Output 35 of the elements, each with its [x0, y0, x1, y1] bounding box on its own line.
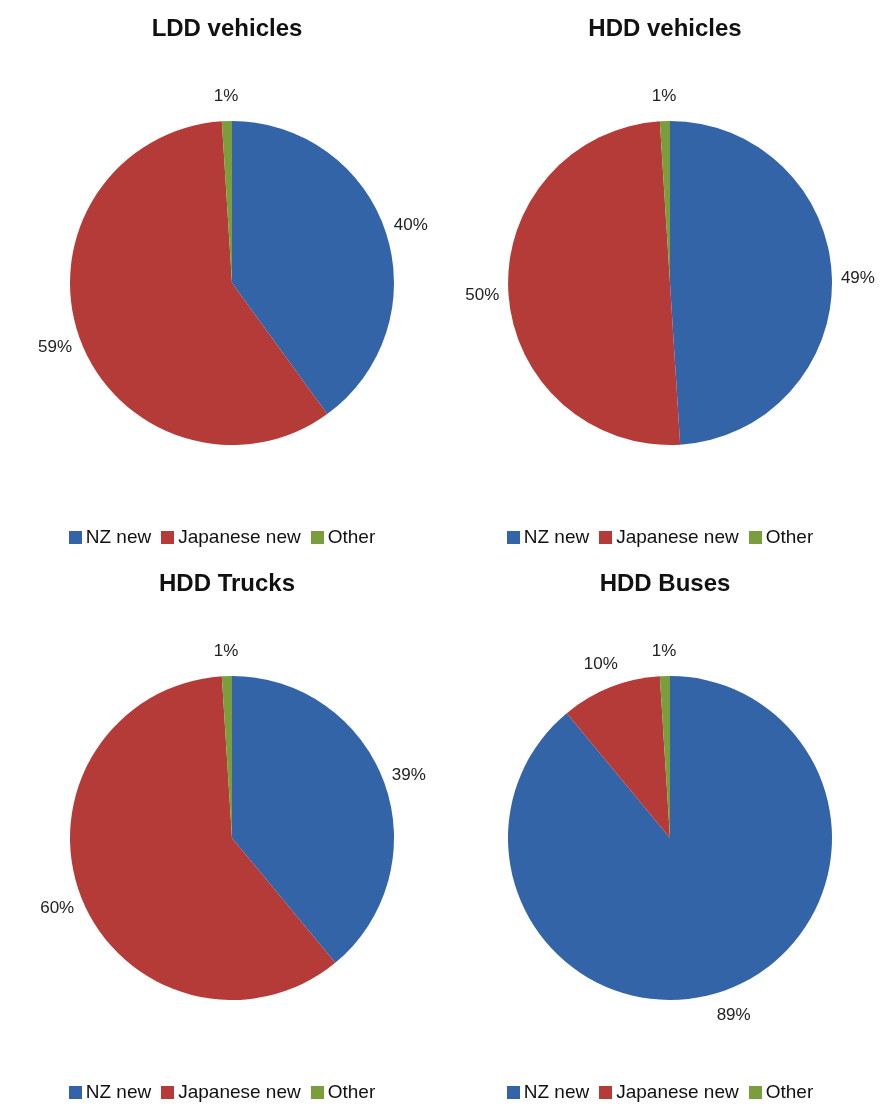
chart-title: HDD vehicles [587, 13, 743, 43]
data-label: 60% [40, 897, 75, 917]
data-label: 1% [213, 640, 239, 660]
chart-title: LDD vehicles [150, 13, 304, 43]
data-label: 1% [651, 85, 677, 105]
data-label: 10% [583, 653, 618, 673]
pie-slice [508, 121, 681, 445]
legend-label: NZ new [85, 1081, 152, 1102]
data-label: 89% [716, 1005, 751, 1025]
data-label: 59% [38, 337, 73, 357]
pie-slice [508, 676, 832, 1000]
data-label: 40% [393, 215, 428, 235]
legend-label: Other [765, 526, 814, 547]
legend-label: NZ new [85, 526, 152, 547]
legend-label: Other [327, 526, 376, 547]
legend-label: Japanese new [616, 1081, 739, 1102]
legend-label: NZ new [523, 526, 590, 547]
data-label: 50% [465, 285, 500, 305]
chart-title: HDD Buses [598, 568, 732, 598]
legend-label: Japanese new [178, 526, 301, 547]
pie-slice [232, 676, 394, 963]
data-label: 1% [651, 640, 677, 660]
pie-slice [232, 121, 394, 415]
legend-label: Other [765, 1081, 814, 1102]
legend-label: NZ new [523, 1081, 590, 1102]
pie-slice [670, 121, 832, 445]
legend-label: Japanese new [178, 1081, 301, 1102]
data-label: 1% [213, 85, 239, 105]
legend-label: Japanese new [616, 526, 739, 547]
data-label: 49% [840, 267, 875, 287]
legend-label: Other [327, 1081, 376, 1102]
pie-slice [70, 121, 328, 445]
data-label: 39% [391, 764, 426, 784]
chart-title: HDD Trucks [157, 568, 296, 598]
pie-slice [566, 676, 670, 838]
